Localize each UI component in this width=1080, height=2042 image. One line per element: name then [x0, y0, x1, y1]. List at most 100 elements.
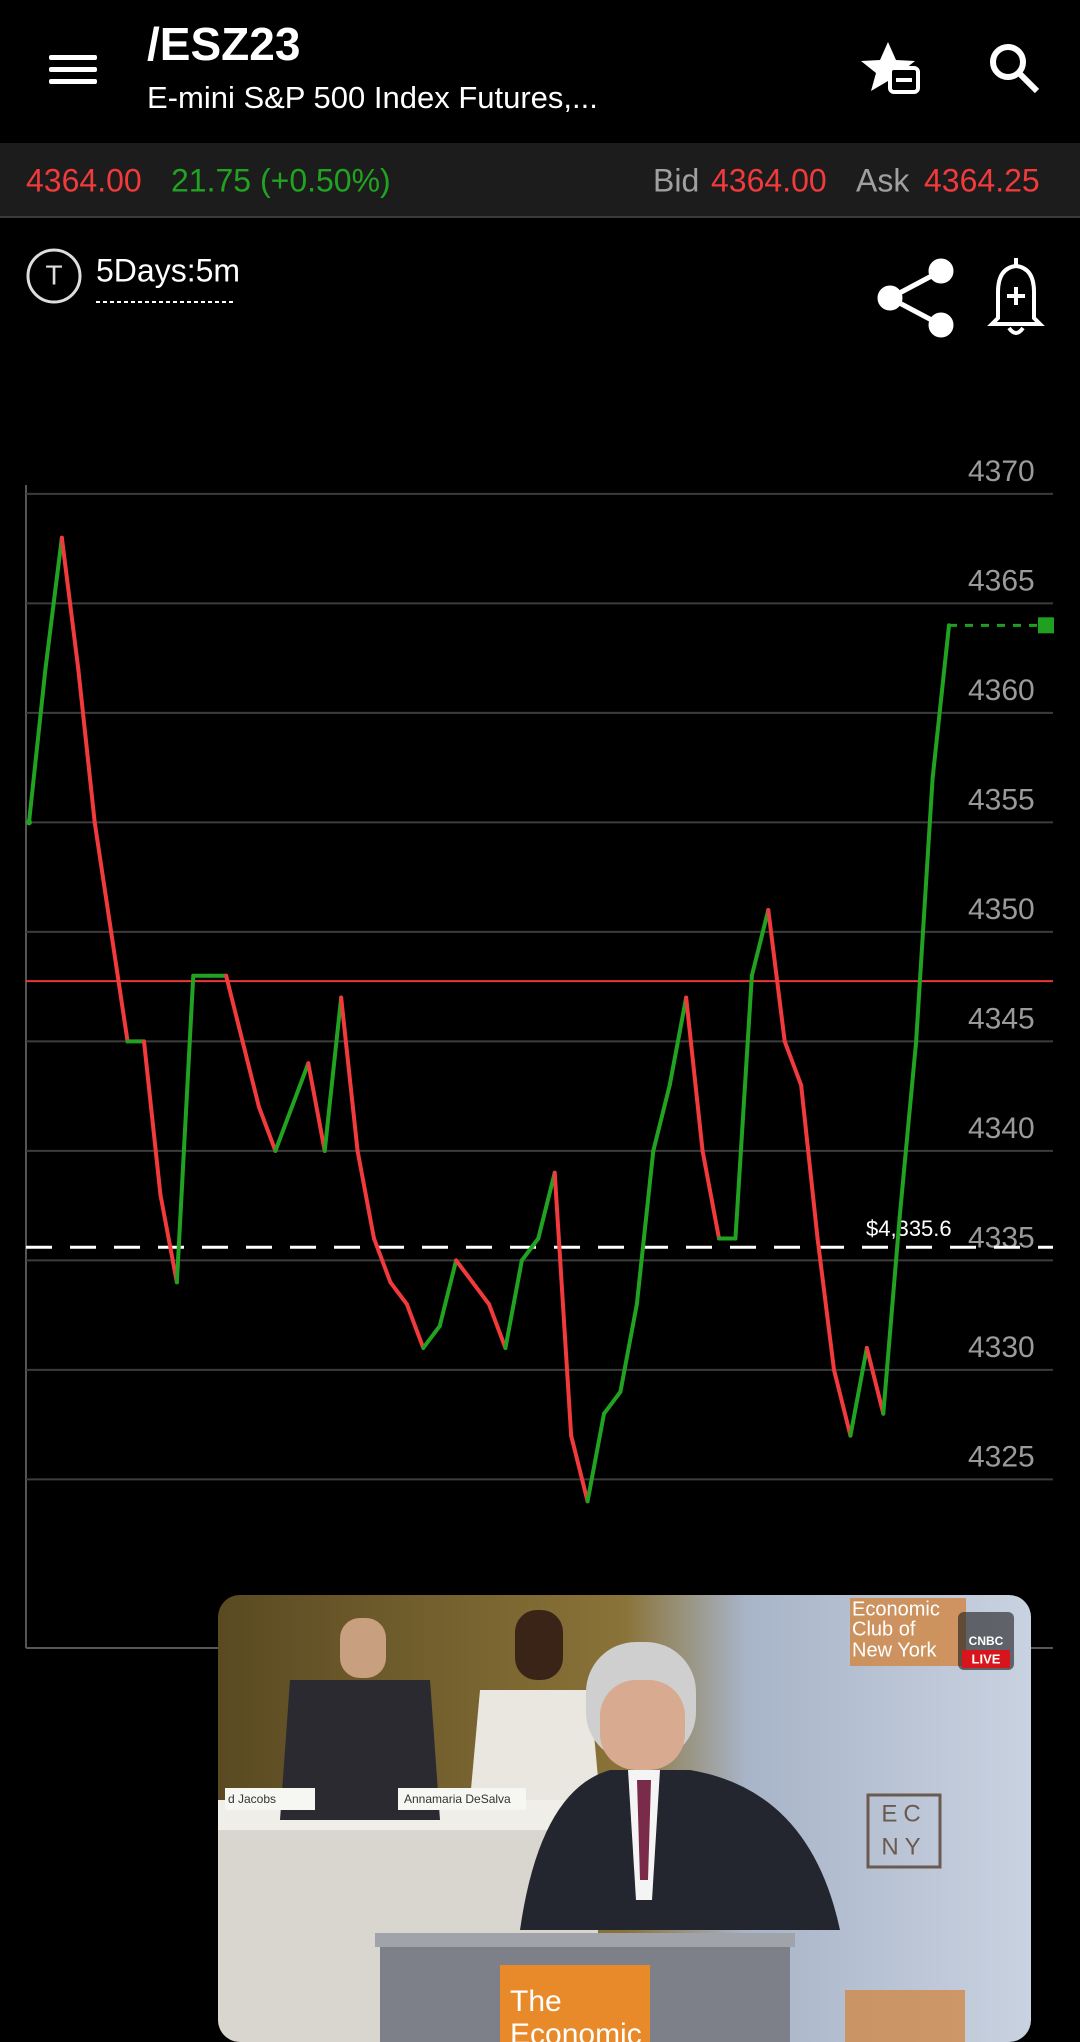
logo-text: EC: [881, 1800, 926, 1827]
price-segment: [339, 995, 360, 1153]
person-head: [340, 1618, 386, 1678]
y-tick-label: 4350: [968, 893, 1035, 926]
podium-sign: [500, 1965, 650, 2042]
reference-label: $4,335.6: [866, 1216, 952, 1241]
price-segment: [421, 1324, 442, 1350]
network-label: CNBC: [969, 1634, 1004, 1648]
y-tick-label: 4330: [968, 1331, 1035, 1364]
price-segment: [799, 1083, 820, 1241]
y-tick-label: 4335: [968, 1221, 1035, 1254]
price-segment: [864, 1345, 886, 1416]
description: E-mini S&P 500 Index Futures,...: [147, 80, 598, 115]
sign-text: Club of: [852, 1618, 916, 1640]
price-segment: [552, 1170, 574, 1438]
price-segment: [749, 908, 771, 978]
net-change: 21.75 (+0.50%): [171, 162, 391, 198]
price-segment: [684, 995, 705, 1153]
menu-button[interactable]: [49, 55, 97, 84]
person-body: [470, 1690, 600, 1800]
chart: 4325 4330 4335 4340 4345 4350 4355 4360 4365 4370…: [25, 455, 1054, 1649]
symbol: /ESZ23: [147, 18, 300, 70]
price-segment: [470, 1280, 491, 1307]
price-segment: [404, 1302, 426, 1350]
nameplate: [398, 1788, 526, 1810]
sign-text: Economic: [852, 1598, 940, 1620]
y-tick-label: 4325: [968, 1440, 1035, 1473]
y-tick-label: 4370: [968, 455, 1035, 488]
period-selector[interactable]: 5Days:5m: [96, 252, 240, 288]
price-segment: [454, 1258, 475, 1285]
price-segment: [569, 1433, 590, 1504]
price-segment: [766, 908, 787, 1044]
price-segment: [618, 1302, 639, 1394]
price-segment: [536, 1170, 557, 1241]
sign-panel: [850, 1598, 966, 1666]
search-button[interactable]: [990, 44, 1040, 94]
sign-text: New York: [852, 1639, 937, 1661]
last-price: 4364.00: [26, 162, 142, 198]
person-head: [515, 1610, 563, 1680]
price-segment: [437, 1258, 459, 1329]
price-segment: [651, 1083, 672, 1153]
video-overlay[interactable]: [218, 1595, 1031, 2042]
price-segment: [355, 1148, 376, 1241]
bid-price: 4364.00: [711, 162, 827, 198]
price-segment: [848, 1345, 869, 1438]
tie: [637, 1780, 651, 1880]
quote-bar: [0, 143, 1080, 217]
price-segment: [815, 1236, 836, 1372]
price-segment: [733, 973, 754, 1241]
price-segment: [59, 535, 81, 672]
price-segment: [27, 667, 48, 825]
speaker-face: [600, 1680, 685, 1770]
ask-price: 4364.25: [924, 162, 1040, 198]
logo-box: [866, 1793, 942, 1869]
price-segment: [700, 1148, 721, 1241]
y-tick-label: 4340: [968, 1112, 1035, 1145]
price-segment: [519, 1236, 541, 1263]
price-segment: [667, 995, 689, 1088]
share-button[interactable]: [877, 258, 954, 338]
price-segment: [92, 820, 114, 934]
price-segment: [585, 1411, 606, 1504]
price-segment: [881, 1214, 902, 1416]
price-segment: [322, 995, 344, 1153]
price-segment: [306, 1061, 327, 1153]
price-segment: [273, 1105, 294, 1153]
price-segment: [76, 667, 97, 825]
nameplate: [225, 1788, 315, 1810]
y-tick-label: 4360: [968, 674, 1035, 707]
price-segment: [914, 776, 935, 1044]
podium-top: [375, 1933, 795, 1947]
y-tick-label: 4355: [968, 783, 1035, 816]
price-segment: [503, 1258, 524, 1350]
price-segment: [158, 1192, 179, 1285]
nameplate-text: d Jacobs: [228, 1792, 276, 1806]
price-segment: [142, 1039, 163, 1197]
speaker-body: [520, 1770, 840, 1930]
price-segment: [372, 1236, 393, 1285]
price-segment: [832, 1367, 853, 1438]
trade-button[interactable]: T: [26, 248, 82, 304]
ask-label: Ask: [856, 162, 910, 198]
live-label: LIVE: [972, 1651, 1001, 1666]
price-segment: [897, 1039, 919, 1219]
trade-badge: T: [45, 259, 62, 290]
watchlist-button[interactable]: [861, 42, 920, 94]
price-segment: [224, 973, 245, 1044]
price-segment: [782, 1039, 804, 1088]
logo-text: NY: [881, 1833, 926, 1860]
price-segment: [240, 1039, 261, 1110]
price-segment: [109, 929, 130, 1044]
podium-text: The: [510, 1985, 562, 2018]
price-segment: [257, 1105, 278, 1153]
price-segment: [174, 973, 196, 1285]
alert-button[interactable]: [987, 258, 1045, 335]
y-tick-label: 4365: [968, 564, 1035, 597]
last-price-marker: [1038, 617, 1054, 634]
podium-text: Economic: [510, 2018, 642, 2042]
nameplate-text: Annamaria DeSalva: [404, 1792, 511, 1806]
price-segment: [602, 1389, 623, 1416]
